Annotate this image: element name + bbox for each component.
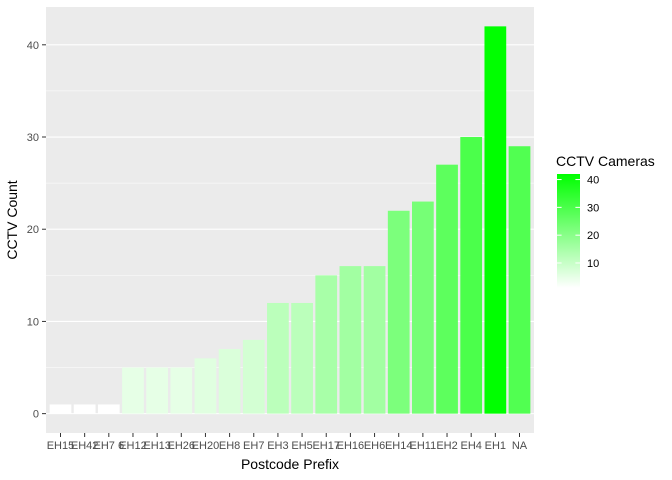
x-tick-label: EH16: [337, 440, 365, 452]
x-tick-label: EH13: [143, 440, 171, 452]
y-axis-ticks: 0 10 20 30 40: [27, 40, 46, 421]
y-axis-title: CCTV Count: [4, 180, 20, 259]
x-axis-title: Postcode Prefix: [241, 456, 339, 472]
x-tick-label: EH14: [385, 440, 413, 452]
bar-eh1: [484, 26, 507, 414]
x-tick-label: EH4: [460, 440, 481, 452]
x-tick-label: EH1: [485, 440, 506, 452]
bar-eh8: [218, 349, 241, 414]
bar-eh3: [267, 302, 289, 414]
bar-eh20: [194, 358, 217, 414]
x-tick-label: EH26: [168, 440, 196, 452]
x-tick-label: EH7 6: [94, 440, 125, 452]
x-tick-label: EH3: [267, 440, 288, 452]
legend-tick-label: 30: [587, 202, 599, 214]
bar-eh6: [363, 266, 386, 414]
bar-eh4: [460, 137, 483, 414]
y-tick-label: 20: [27, 224, 39, 236]
bar-eh26: [170, 367, 193, 414]
x-tick-label: EH11: [410, 440, 437, 452]
y-tick-label: 30: [27, 132, 39, 144]
legend-tick-label: 20: [587, 230, 599, 242]
x-tick-label: EH8: [219, 440, 240, 452]
bar-eh42: [73, 404, 96, 414]
bar-eh12: [122, 367, 144, 414]
bar-eh5: [291, 302, 313, 414]
x-tick-label: EH5: [291, 440, 312, 452]
bar-eh7-6: [97, 404, 120, 414]
x-tick-label: EH2: [436, 440, 457, 452]
x-tick-label: EH17: [312, 440, 340, 452]
legend-colorbar: [557, 174, 580, 288]
bar-eh14: [387, 210, 410, 414]
y-tick-label: 10: [27, 316, 39, 328]
legend-title: CCTV Cameras: [556, 153, 655, 169]
y-tick-label: 0: [33, 409, 39, 421]
legend-tick-label: 40: [587, 175, 599, 187]
bar-eh17: [315, 275, 338, 414]
bar-eh15: [49, 404, 72, 414]
bar-na: [508, 146, 531, 414]
x-tick-label: EH7: [243, 440, 264, 452]
y-tick-label: 40: [27, 40, 39, 52]
x-tick-label: EH15: [47, 440, 75, 452]
x-tick-label: EH42: [71, 440, 99, 452]
x-tick-label: NA: [512, 440, 528, 452]
x-tick-label: EH12: [119, 440, 147, 452]
legend-tick-label: 10: [587, 258, 599, 270]
bar-eh2: [436, 164, 458, 414]
bar-eh16: [339, 266, 362, 414]
x-tick-label: EH20: [192, 440, 220, 452]
bar-eh7: [242, 339, 265, 414]
x-tick-label: EH6: [364, 440, 385, 452]
bars: [49, 26, 531, 414]
legend: CCTV Cameras 10 20 30 40: [556, 153, 655, 288]
bar-eh13: [146, 367, 168, 414]
legend-ticks: 10 20 30 40: [557, 175, 599, 270]
bar-eh11: [412, 201, 434, 414]
